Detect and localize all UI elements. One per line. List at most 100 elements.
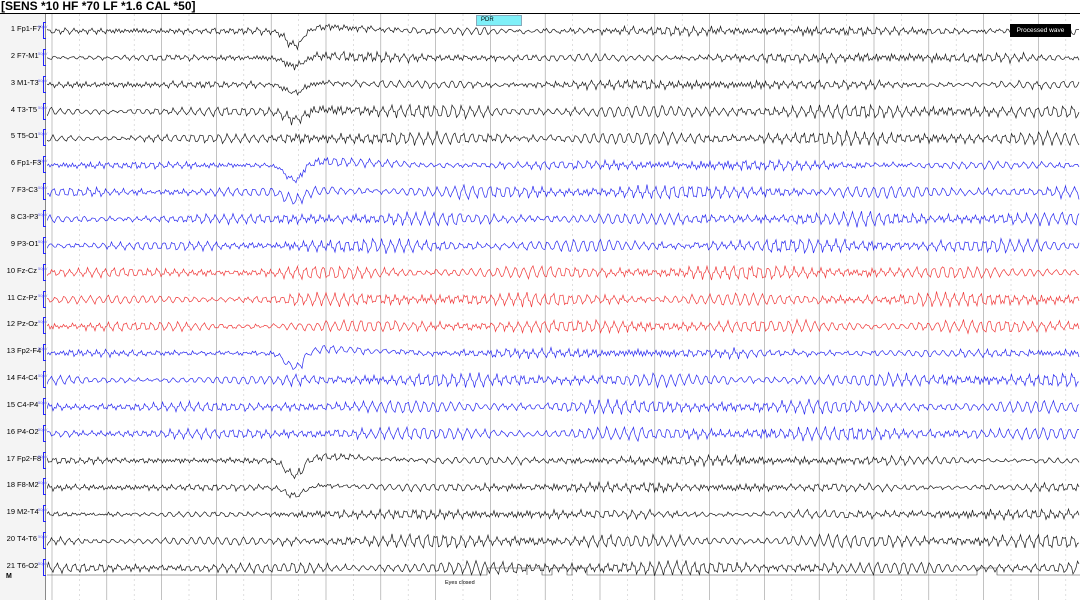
sensitivity-label: 50μV <box>38 346 48 352</box>
channel-label[interactable]: 19 M2-T4 50μV <box>2 507 48 521</box>
channel-number: 18 <box>6 480 15 490</box>
eeg-trace <box>47 50 1080 71</box>
calibration-bar <box>43 22 46 39</box>
eeg-trace <box>47 237 1080 255</box>
channel-number: 19 <box>6 507 15 517</box>
channel-number: 8 <box>10 211 15 221</box>
marker-trace <box>47 567 1080 576</box>
calibration-bar <box>43 48 46 66</box>
sensitivity-label: 50μV <box>38 534 48 540</box>
sensitivity-label: 50μV <box>38 292 48 298</box>
eeg-trace <box>47 264 1080 281</box>
channel-label[interactable]: 3 M1-T3 50μV <box>2 77 48 92</box>
sensitivity-label: 50μV <box>38 426 48 432</box>
channel-label[interactable]: 9 P3-O1 50μV <box>2 238 48 253</box>
calibration-bar <box>43 263 46 281</box>
channel-number: 7 <box>10 185 15 195</box>
channel-label[interactable]: 6 Fp1-F3 50μV <box>2 158 48 172</box>
eeg-trace <box>47 23 1080 51</box>
calibration-bar <box>43 559 46 576</box>
channel-name: M1-T3 <box>17 77 39 87</box>
channel-name: T6-O2 <box>17 561 39 570</box>
channel-name: F7-M1 <box>17 50 39 60</box>
calibration-bar <box>43 344 46 362</box>
channel-label[interactable]: 11 Cz-Pz 50μV <box>2 293 47 307</box>
channel-label[interactable]: 13 Fp2-F4 50μV <box>2 346 48 360</box>
eyes-closed-annotation: Eyes closed <box>445 580 475 586</box>
eeg-trace <box>47 532 1080 549</box>
channel-number: 4 <box>10 104 15 114</box>
channel-label[interactable]: 8 C3-P3 50μV <box>2 211 48 226</box>
eeg-trace <box>47 291 1080 308</box>
channel-number: 16 <box>6 426 15 436</box>
sensitivity-label: 50μV <box>38 24 48 29</box>
channel-label[interactable]: 18 F8-M2 50μV <box>2 480 48 494</box>
channel-label[interactable]: 5 T5-O1 50μV <box>2 131 48 145</box>
header-divider <box>0 13 1080 14</box>
channel-label[interactable]: 10 Fz-Cz 50μV <box>2 265 48 280</box>
sensitivity-label: 50μV <box>38 373 48 379</box>
eeg-trace <box>47 507 1080 522</box>
channel-name: M2-T4 <box>17 507 39 517</box>
eeg-trace <box>47 480 1080 499</box>
sensitivity-label: 50μV <box>38 158 48 164</box>
channel-label-panel <box>0 14 46 600</box>
sensitivity-label: 50μV <box>38 319 48 325</box>
eeg-trace <box>47 398 1080 415</box>
channel-label[interactable]: 14 F4-C4 50μV <box>2 373 48 387</box>
eeg-trace <box>47 183 1080 205</box>
pdr-annotation[interactable]: PDR <box>476 15 522 26</box>
channel-name: F3-C3 <box>17 185 38 195</box>
sensitivity-label: 50μV <box>38 104 48 110</box>
channel-number: 6 <box>10 158 15 168</box>
calibration-bar <box>43 424 46 442</box>
channel-label[interactable]: 15 C4-P4 50μV <box>2 399 48 414</box>
eeg-trace <box>47 210 1080 228</box>
calibration-bar <box>43 236 46 254</box>
channel-label[interactable]: 4 T3-T5 50μV <box>2 104 48 119</box>
calibration-bar <box>43 397 46 415</box>
channel-name: Fz-Cz <box>17 265 37 275</box>
channel-name: C4-P4 <box>17 399 39 409</box>
channel-number: 5 <box>10 131 15 141</box>
eeg-trace <box>47 345 1080 371</box>
channel-number: 12 <box>6 319 15 329</box>
calibration-bar <box>43 183 46 201</box>
channel-name: Fp1-F7 <box>17 24 42 33</box>
channel-label[interactable]: 7 F3-C3 50μV <box>2 185 48 199</box>
channel-label[interactable]: 1 Fp1-F7 50μV <box>2 24 48 38</box>
channel-label[interactable]: 16 P4-O2 50μV <box>2 426 48 441</box>
channel-label[interactable]: 17 Fp2-F8 50μV <box>2 454 48 468</box>
channel-name: T4-T6 <box>17 534 38 544</box>
channel-label[interactable]: 21 T6-O2 50μV <box>2 561 48 575</box>
channel-number: 21 <box>6 561 15 570</box>
channel-name: F8-M2 <box>17 480 39 490</box>
calibration-bar <box>43 209 46 227</box>
eeg-trace <box>47 129 1080 147</box>
channel-label[interactable]: 20 T4-T6 50μV <box>2 534 48 548</box>
eeg-trace <box>47 559 1080 577</box>
channel-number: 10 <box>6 265 15 275</box>
marker-channel-label: M <box>6 573 12 580</box>
eeg-trace <box>47 452 1080 480</box>
channel-number: 13 <box>6 346 15 356</box>
channel-name: P4-O2 <box>17 426 39 436</box>
channel-label[interactable]: 12 Pz-Oz 50μV <box>2 319 48 333</box>
channel-number: 1 <box>10 24 15 33</box>
eeg-trace <box>47 318 1080 335</box>
sensitivity-label: 50μV <box>38 561 48 566</box>
calibration-bar <box>43 102 46 120</box>
calibration-bar <box>43 505 46 523</box>
channel-name: T5-O1 <box>17 131 39 141</box>
sensitivity-label: 50μV <box>38 480 48 486</box>
calibration-bar <box>43 478 46 496</box>
channel-label[interactable]: 2 F7-M1 50μV <box>2 50 48 65</box>
sensitivity-label: 50μV <box>38 238 48 244</box>
calibration-bar <box>43 290 46 308</box>
eeg-waveform-area[interactable] <box>47 14 1080 600</box>
sensitivity-label: 50μV <box>38 211 48 217</box>
processed-wave-button[interactable]: Processed wave <box>1010 24 1071 37</box>
calibration-bar <box>43 451 46 469</box>
channel-number: 9 <box>10 238 15 248</box>
calibration-bar <box>43 129 46 147</box>
